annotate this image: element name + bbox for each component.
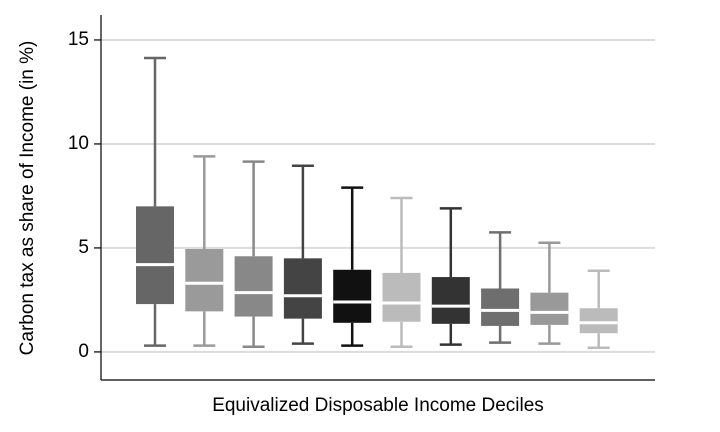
box [382,272,421,322]
box [579,308,618,334]
box [185,248,224,312]
box [234,256,273,317]
box [431,277,470,324]
box [333,269,372,323]
box [283,258,322,319]
y-tick-label: 5 [78,237,89,258]
y-tick-label: 0 [78,341,89,362]
y-tick-label: 15 [68,29,89,50]
y-axis-label: Carbon tax as share of Income (in %) [17,41,38,356]
box [481,288,520,326]
box [136,206,174,305]
x-axis-label: Equivalized Disposable Income Deciles [212,395,544,416]
y-tick-label: 10 [68,133,89,154]
box [530,292,569,325]
